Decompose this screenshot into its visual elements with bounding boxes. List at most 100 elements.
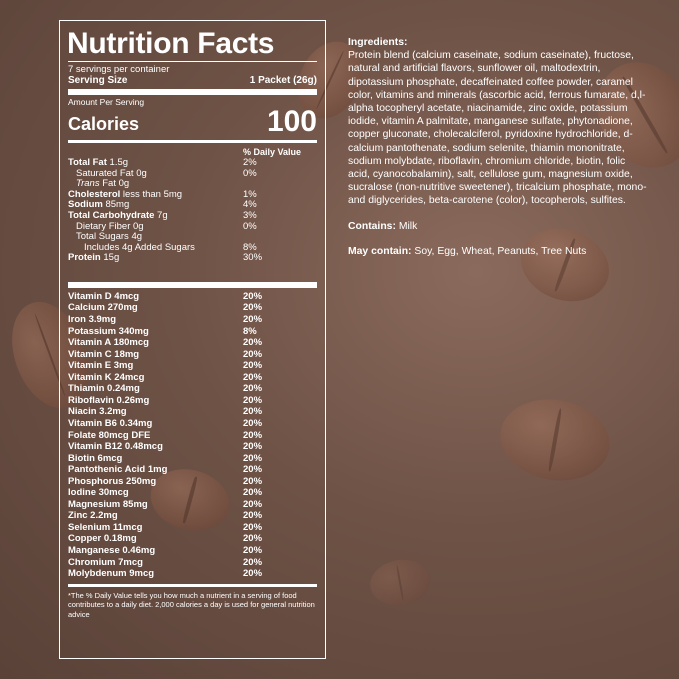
vitamin-dv: 20% (243, 290, 263, 302)
vitamin-dv: 8% (243, 325, 257, 337)
vitamin-name: Niacin 3.2mg (68, 406, 127, 418)
vitamin-dv: 20% (243, 314, 263, 326)
nutrient-row: Protein 15g 30% (68, 253, 317, 264)
nutrient-name: Cholesterol (68, 188, 121, 200)
vitamin-name: Potassium 340mg (68, 325, 149, 337)
coffee-bean-decoration (493, 391, 617, 489)
calories-label: Calories (68, 114, 140, 134)
coffee-bean-decoration (366, 555, 434, 610)
may-contain-label: May contain: (348, 245, 412, 257)
vitamin-row: Folate 80mcg DFE 20% (68, 430, 317, 442)
vitamin-name: Chromium 7mcg (68, 556, 143, 568)
serving-size-label: Serving Size (68, 75, 128, 86)
ingredients-text: Protein blend (calcium caseinate, sodium… (348, 50, 647, 207)
nutrient-dv: 3% (243, 209, 257, 221)
nutrient-name: Sodium (68, 199, 103, 211)
nutrition-facts-title: Nutrition Facts (67, 27, 275, 60)
vitamin-dv: 20% (243, 429, 263, 441)
ingredients-label: Ingredients: (348, 37, 408, 48)
contains-label: Contains: (348, 220, 396, 232)
amount-per-serving: Amount Per Serving (68, 97, 145, 107)
vitamin-row: Zinc 2.2mg 20% (68, 510, 317, 522)
nutrition-facts-panel: Nutrition Facts 7 servings per container… (59, 20, 326, 659)
ingredients-section: Ingredients: Protein blend (calcium case… (348, 36, 648, 258)
vitamin-name: Folate 80mcg DFE (68, 429, 151, 441)
nutrient-row: Trans Fat 0g (68, 178, 317, 190)
vitamin-name: Vitamin B6 0.34mg (68, 417, 153, 429)
vitamin-dv: 20% (243, 521, 263, 533)
servings-per-container: 7 servings per container (68, 64, 170, 75)
daily-value-header: % Daily Value (243, 147, 302, 157)
vitamin-dv: 20% (243, 394, 263, 406)
nutrient-name: Total Sugars (76, 231, 129, 243)
may-contain-row: May contain: Soy, Egg, Wheat, Peanuts, T… (348, 245, 648, 258)
nutrient-amount: less than 5mg (122, 188, 183, 200)
nutrient-row: Dietary Fiber 0g 0% (68, 220, 317, 233)
macros-list: Total Fat 1.5g 2% Saturated Fat 0g 0% Tr… (68, 157, 317, 264)
vitamin-dv: 20% (243, 417, 263, 429)
vitamin-name: Molybdenum 9mcg (68, 568, 155, 580)
nutrient-row: Total Fat 1.5g 2% (68, 157, 317, 169)
vitamin-dv: 20% (243, 360, 263, 372)
nutrient-name: Protein (68, 252, 101, 264)
nutrient-dv: 2% (243, 157, 257, 168)
vitamins-list: Vitamin D 4mcg 20% Calcium 270mg 20% Iron 3.… (68, 291, 317, 580)
vitamin-row: Vitamin E 3mg 20% (68, 360, 317, 372)
vitamin-dv: 20% (243, 533, 263, 545)
vitamin-name: Calcium 270mg (68, 302, 138, 314)
vitamin-row: Molybdenum 9mcg 20% (68, 568, 317, 580)
contains-row: Contains: Milk (348, 220, 648, 233)
nutrient-row: Cholesterol less than 5mg 1% (68, 188, 317, 201)
nutrient-name: Trans (76, 178, 100, 190)
vitamin-name: Iodine 30mcg (68, 487, 129, 499)
nutrient-amount: 0g (136, 167, 147, 179)
vitamin-name: Vitamin C 18mg (68, 348, 140, 360)
nutrient-name: Total Fat (68, 157, 107, 168)
nutrient-row: Sodium 85mg 4% (68, 200, 317, 211)
vitamin-row: Potassium 340mg 8% (68, 326, 317, 338)
nutrient-amount: Fat 0g (102, 178, 130, 190)
contains-text: Milk (398, 220, 418, 232)
vitamin-name: Pantothenic Acid 1mg (68, 464, 168, 476)
vitamin-name: Selenium 11mcg (68, 521, 143, 533)
vitamin-dv: 20% (243, 406, 263, 418)
vitamin-row: Biotin 6mcg 20% (68, 453, 317, 465)
nutrient-amount: 0g (133, 220, 144, 232)
vitamin-row: Vitamin K 24mcg 20% (68, 372, 317, 384)
vitamin-name: Thiamin 0.24mg (68, 383, 140, 395)
vitamin-dv: 20% (243, 544, 263, 556)
nutrient-dv: 0% (243, 167, 257, 179)
vitamin-row: Vitamin C 18mg 20% (68, 349, 317, 361)
vitamin-dv: 20% (243, 441, 263, 453)
vitamin-dv: 20% (243, 487, 263, 499)
vitamin-row: Magnesium 85mg 20% (68, 499, 317, 511)
nutrient-dv: 8% (243, 241, 257, 253)
nutrient-amount: 1.5g (109, 157, 129, 168)
vitamin-name: Riboflavin 0.26mg (68, 394, 150, 406)
vitamin-row: Vitamin D 4mcg 20% (68, 291, 317, 303)
vitamin-row: Iodine 30mcg 20% (68, 487, 317, 499)
vitamin-row: Calcium 270mg 20% (68, 302, 317, 314)
vitamin-dv: 20% (243, 383, 263, 395)
vitamin-dv: 20% (243, 337, 263, 349)
nutrient-dv: 1% (243, 188, 257, 200)
vitamin-dv: 20% (243, 498, 263, 510)
vitamin-name: Manganese 0.46mg (68, 544, 156, 556)
nutrient-dv: 30% (243, 252, 263, 264)
vitamin-name: Vitamin K 24mcg (68, 371, 145, 383)
nutrient-dv: 4% (243, 199, 257, 211)
vitamin-row: Phosphorus 250mg 20% (68, 476, 317, 488)
vitamin-name: Vitamin E 3mg (68, 360, 134, 372)
vitamin-dv: 20% (243, 452, 263, 464)
vitamin-row: Selenium 11mcg 20% (68, 522, 317, 534)
vitamin-dv: 20% (243, 556, 263, 568)
vitamin-dv: 20% (243, 475, 263, 487)
vitamin-row: Copper 0.18mg 20% (68, 533, 317, 545)
calories-row: Calories 100 (68, 107, 317, 140)
vitamin-row: Manganese 0.46mg 20% (68, 545, 317, 557)
nutrient-name: Includes 4g Added Sugars (84, 241, 195, 253)
serving-size-row: Serving Size 1 Packet (26g) (68, 75, 317, 89)
vitamin-name: Vitamin B12 0.48mcg (68, 441, 163, 453)
nutrient-row: Saturated Fat 0g 0% (68, 167, 317, 180)
vitamin-name: Vitamin D 4mcg (68, 290, 140, 302)
